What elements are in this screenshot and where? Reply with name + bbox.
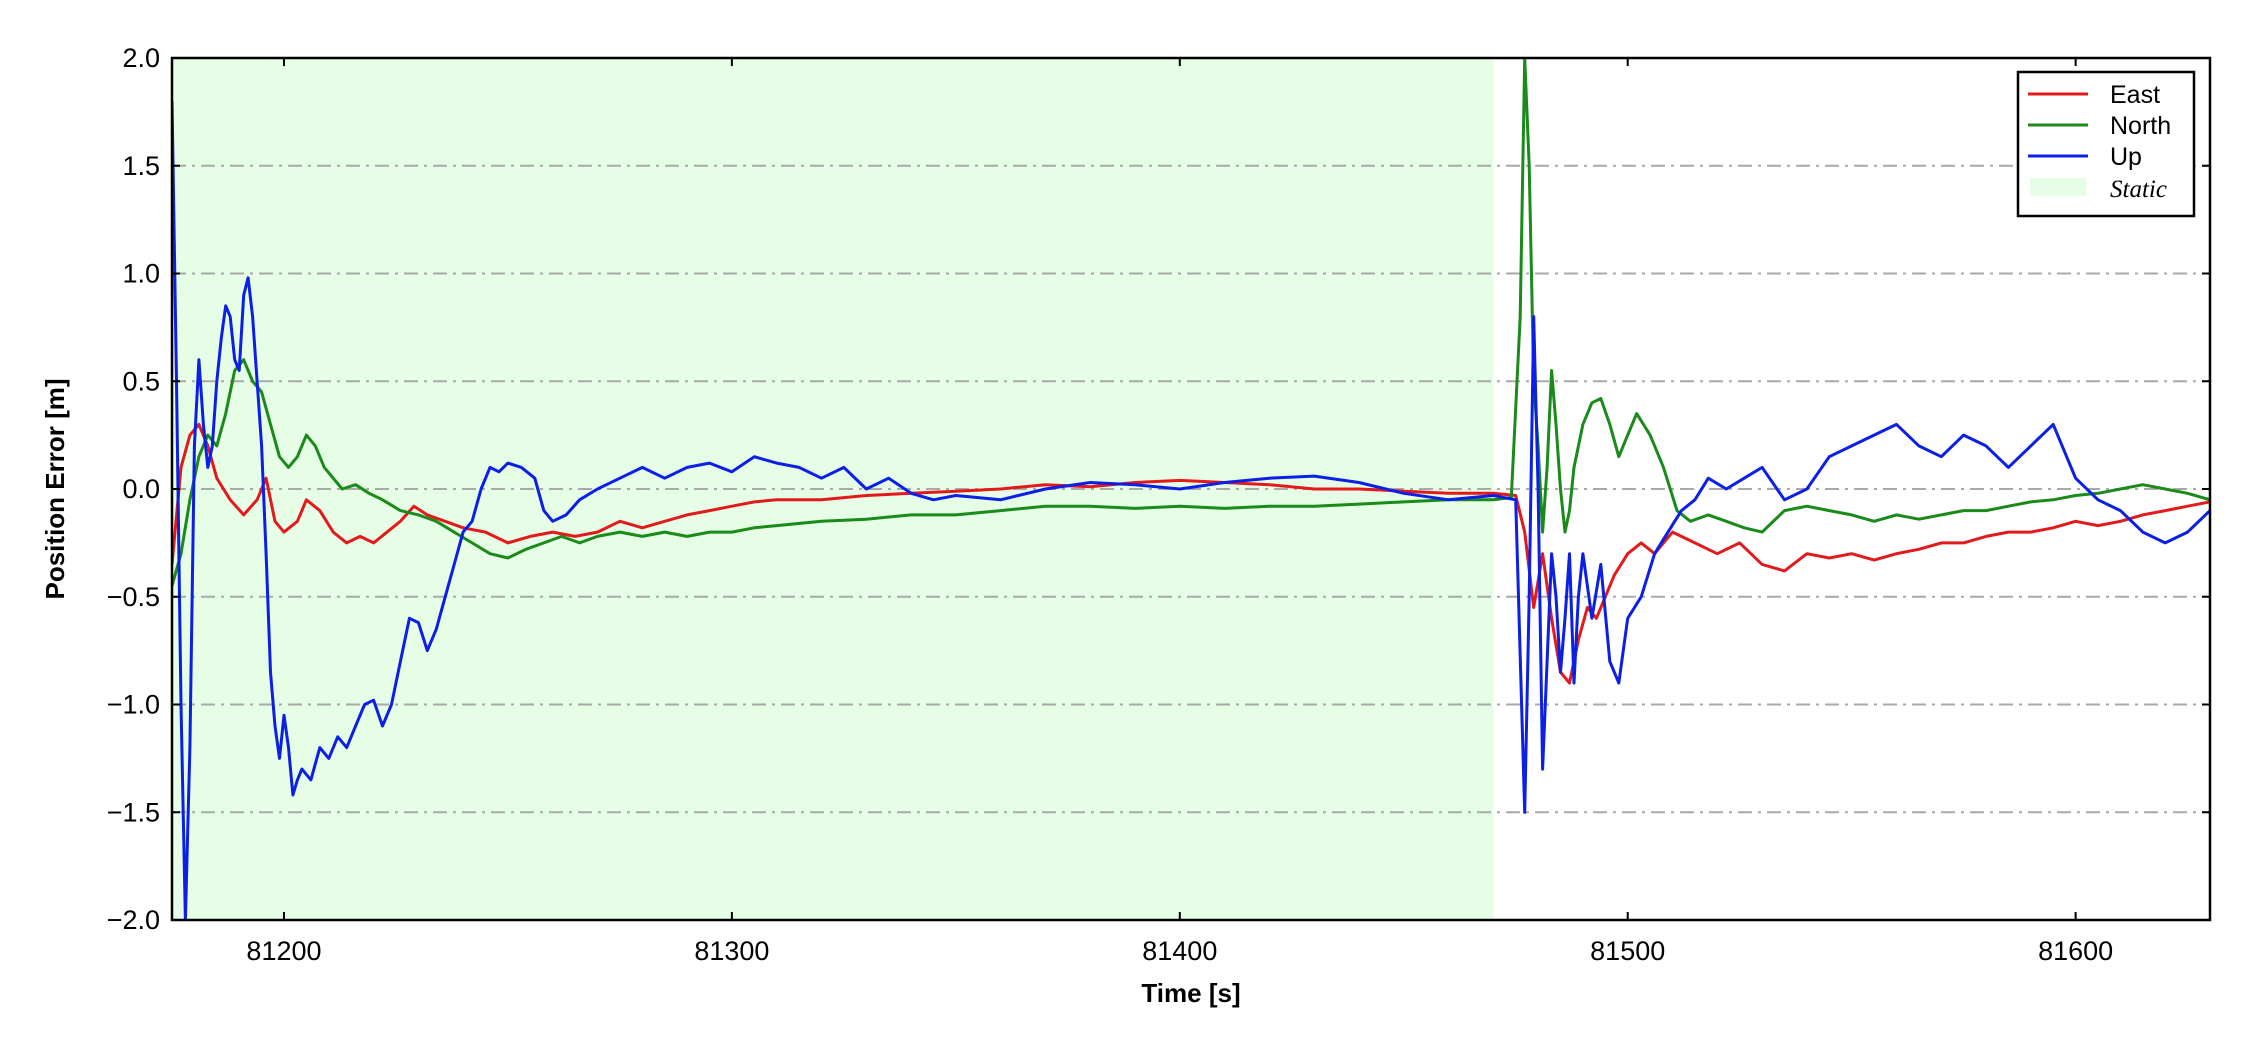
x-tick-label: 81300 [694, 936, 769, 966]
grid [172, 164, 2210, 814]
x-axis-ticks: 81200 81300 81400 81500 81600 [246, 58, 2113, 966]
y-axis-title: Position Error [m] [40, 378, 70, 599]
series-lines [172, 58, 2210, 920]
legend-north-label: North [2110, 112, 2171, 140]
y-axis-ticks: 2.0 1.5 1.0 0.5 0.0 −0.5 −1.0 −1.5 −2.0 [107, 43, 2210, 935]
x-axis-title: Time [s] [1141, 978, 1240, 1008]
legend-static-swatch [2030, 178, 2086, 196]
y-tick-label: −0.5 [107, 582, 160, 612]
legend-up-label: Up [2110, 143, 2142, 171]
legend: East North Up Static [2016, 70, 2196, 218]
legend-east-label: East [2110, 81, 2160, 109]
y-tick-label: 1.0 [122, 259, 160, 289]
y-tick-label: −2.0 [107, 905, 160, 935]
series-east-line [172, 422, 2210, 685]
x-tick-label: 81600 [2038, 936, 2113, 966]
y-tick-label: −1.5 [107, 797, 160, 827]
series-north-line [172, 58, 2210, 587]
series-up-line [172, 101, 2210, 920]
y-tick-label: −1.0 [107, 690, 160, 720]
x-tick-label: 81200 [246, 936, 321, 966]
y-tick-label: 2.0 [122, 43, 160, 73]
legend-static-label: Static [2110, 176, 2167, 203]
y-tick-label: 0.5 [122, 366, 160, 396]
x-tick-label: 81400 [1142, 936, 1217, 966]
y-tick-label: 1.5 [122, 151, 160, 181]
y-tick-label: 0.0 [122, 474, 160, 504]
x-tick-label: 81500 [1590, 936, 1665, 966]
